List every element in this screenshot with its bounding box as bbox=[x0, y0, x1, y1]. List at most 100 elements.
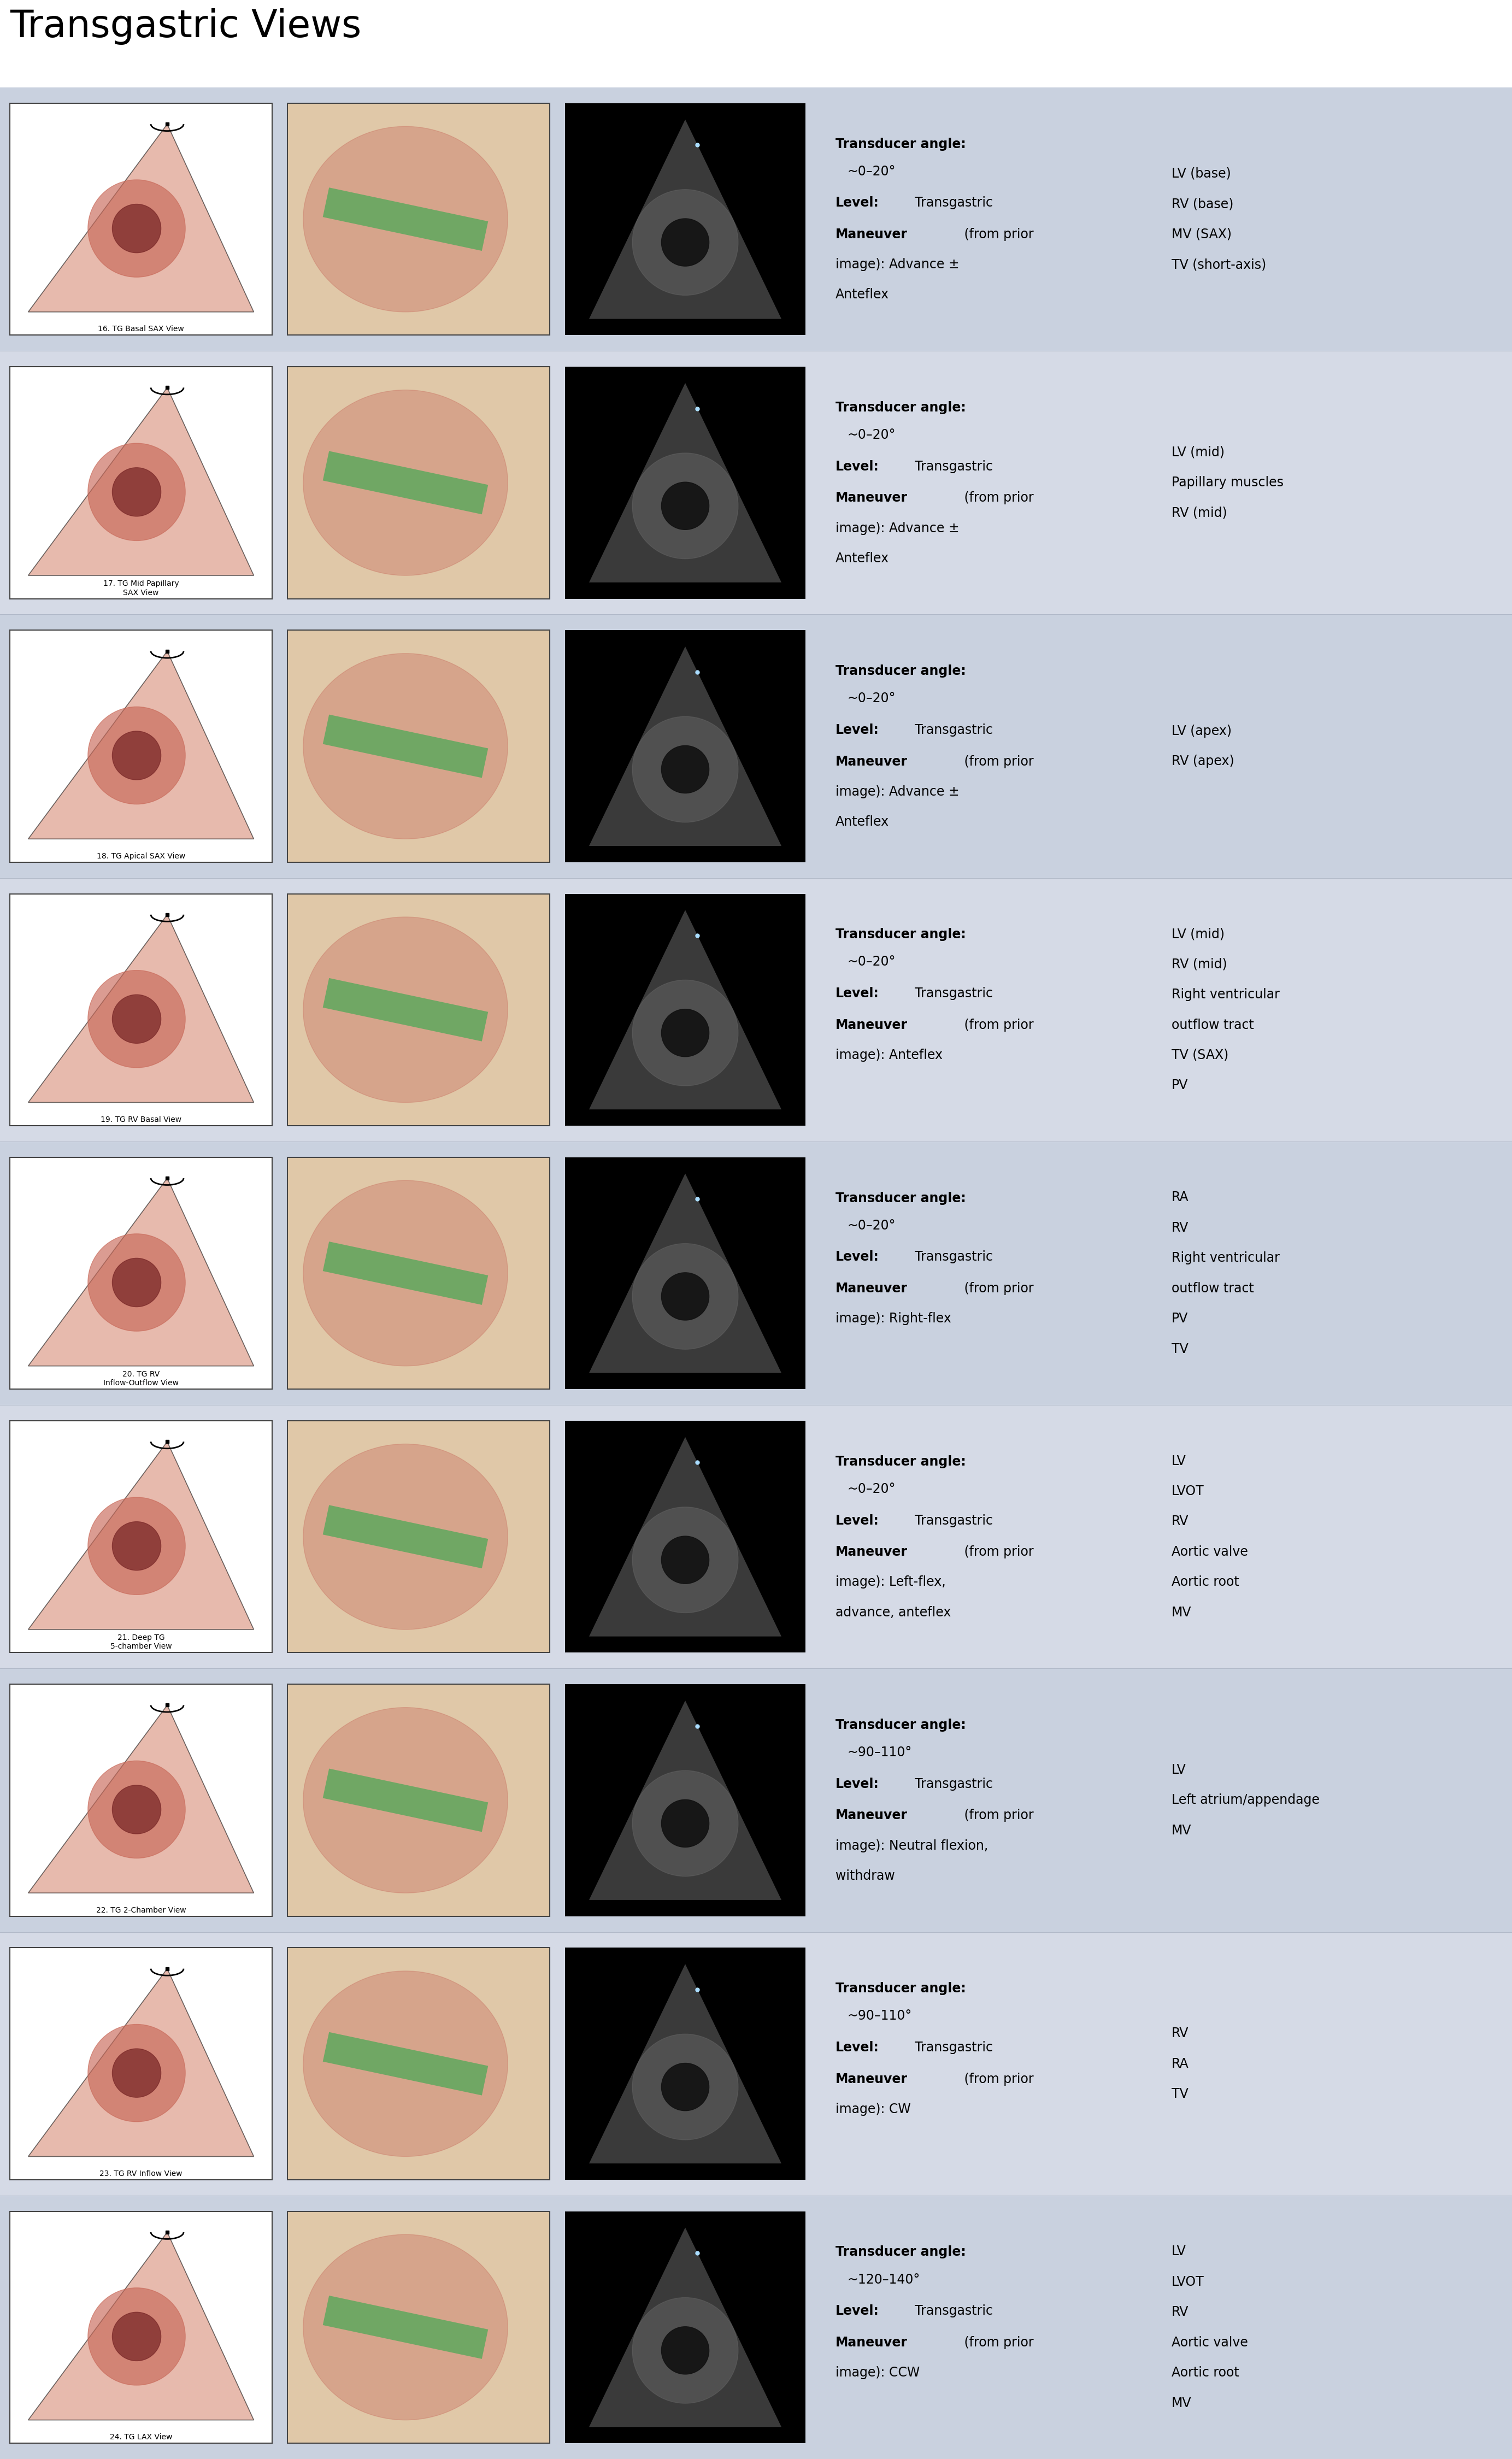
Bar bbox=[287, 1948, 550, 2179]
Bar bbox=[287, 1158, 550, 1389]
Text: Level:: Level: bbox=[836, 460, 878, 472]
Polygon shape bbox=[29, 652, 254, 839]
Circle shape bbox=[661, 1274, 709, 1320]
Text: ~0–20°: ~0–20° bbox=[848, 1220, 897, 1232]
Text: Anteflex: Anteflex bbox=[836, 816, 889, 829]
Circle shape bbox=[661, 2063, 709, 2110]
Text: image): CW: image): CW bbox=[836, 2102, 910, 2115]
Text: Right ventricular: Right ventricular bbox=[1172, 1252, 1279, 1264]
Text: LV (apex): LV (apex) bbox=[1172, 725, 1232, 738]
Text: RV (mid): RV (mid) bbox=[1172, 957, 1228, 971]
Circle shape bbox=[632, 189, 738, 295]
Circle shape bbox=[112, 204, 160, 253]
Circle shape bbox=[661, 1800, 709, 1847]
Polygon shape bbox=[590, 120, 782, 320]
Bar bbox=[11, 2211, 272, 2444]
Text: LVOT: LVOT bbox=[1172, 2275, 1204, 2289]
Ellipse shape bbox=[304, 1972, 508, 2157]
Text: Transducer angle:: Transducer angle: bbox=[836, 2245, 966, 2260]
Text: (from prior: (from prior bbox=[960, 229, 1034, 241]
Polygon shape bbox=[322, 2031, 488, 2095]
Text: (from prior: (from prior bbox=[960, 1810, 1034, 1822]
Text: (from prior: (from prior bbox=[960, 2073, 1034, 2085]
Bar bbox=[0, 1141, 1512, 1404]
Text: Transducer angle:: Transducer angle: bbox=[836, 664, 966, 679]
Text: Right ventricular: Right ventricular bbox=[1172, 989, 1279, 1001]
Text: outflow tract: outflow tract bbox=[1172, 1281, 1253, 1296]
Text: TV (short-axis): TV (short-axis) bbox=[1172, 258, 1266, 270]
Text: Maneuver: Maneuver bbox=[836, 492, 907, 504]
Text: RV: RV bbox=[1172, 1222, 1188, 1234]
Bar bbox=[287, 1421, 550, 1652]
Circle shape bbox=[88, 180, 186, 278]
Bar bbox=[0, 1404, 1512, 1670]
Text: Maneuver: Maneuver bbox=[836, 755, 907, 767]
Polygon shape bbox=[590, 1173, 782, 1372]
Text: Transgastric: Transgastric bbox=[915, 2304, 993, 2316]
Bar bbox=[0, 89, 1512, 352]
Polygon shape bbox=[29, 1970, 254, 2157]
Circle shape bbox=[632, 452, 738, 558]
Bar bbox=[565, 1684, 806, 1916]
Polygon shape bbox=[29, 123, 254, 312]
Circle shape bbox=[661, 2326, 709, 2375]
Circle shape bbox=[88, 1761, 186, 1859]
Text: ~90–110°: ~90–110° bbox=[848, 2009, 912, 2024]
Text: Maneuver: Maneuver bbox=[836, 2336, 907, 2348]
Bar bbox=[287, 103, 550, 334]
Bar bbox=[287, 366, 550, 598]
Text: advance, anteflex: advance, anteflex bbox=[836, 1606, 951, 1618]
Text: Maneuver: Maneuver bbox=[836, 1544, 907, 1559]
Bar bbox=[0, 1670, 1512, 1933]
Ellipse shape bbox=[304, 2235, 508, 2420]
Polygon shape bbox=[29, 1178, 254, 1365]
Polygon shape bbox=[590, 1436, 782, 1635]
Text: Level:: Level: bbox=[836, 986, 878, 1001]
Circle shape bbox=[88, 971, 186, 1067]
Text: (from prior: (from prior bbox=[960, 2336, 1034, 2348]
Text: Level:: Level: bbox=[836, 723, 878, 738]
Text: LV (mid): LV (mid) bbox=[1172, 445, 1225, 460]
Text: TV (SAX): TV (SAX) bbox=[1172, 1048, 1229, 1062]
Text: LV: LV bbox=[1172, 1453, 1187, 1468]
Text: (from prior: (from prior bbox=[960, 1018, 1034, 1033]
Text: ~0–20°: ~0–20° bbox=[848, 428, 897, 443]
Ellipse shape bbox=[304, 1707, 508, 1893]
Circle shape bbox=[112, 993, 160, 1043]
Circle shape bbox=[661, 482, 709, 529]
Bar bbox=[565, 1421, 806, 1652]
Text: LV: LV bbox=[1172, 1763, 1187, 1775]
Bar bbox=[565, 366, 806, 598]
Text: Level:: Level: bbox=[836, 1778, 878, 1790]
Text: Level:: Level: bbox=[836, 197, 878, 209]
Polygon shape bbox=[590, 384, 782, 583]
Circle shape bbox=[88, 2287, 186, 2385]
Circle shape bbox=[88, 443, 186, 541]
Text: (from prior: (from prior bbox=[960, 755, 1034, 767]
Bar bbox=[11, 1948, 272, 2179]
Circle shape bbox=[88, 1498, 186, 1596]
Text: MV: MV bbox=[1172, 1606, 1191, 1618]
Text: Transducer angle:: Transducer angle: bbox=[836, 1982, 966, 1994]
Text: Maneuver: Maneuver bbox=[836, 2073, 907, 2085]
Circle shape bbox=[632, 2297, 738, 2402]
Polygon shape bbox=[29, 915, 254, 1102]
Circle shape bbox=[88, 706, 186, 804]
Text: 24. TG LAX View: 24. TG LAX View bbox=[110, 2434, 172, 2442]
Polygon shape bbox=[29, 1441, 254, 1630]
Bar bbox=[0, 878, 1512, 1141]
Text: TV: TV bbox=[1172, 2088, 1188, 2100]
Text: image): Advance ±: image): Advance ± bbox=[836, 258, 959, 270]
Text: withdraw: withdraw bbox=[836, 1869, 895, 1884]
Text: image): Advance ±: image): Advance ± bbox=[836, 784, 959, 799]
Text: RA: RA bbox=[1172, 1190, 1188, 1205]
Text: RV (base): RV (base) bbox=[1172, 197, 1234, 211]
Circle shape bbox=[661, 1537, 709, 1584]
Polygon shape bbox=[322, 1242, 488, 1306]
Circle shape bbox=[632, 1507, 738, 1613]
Bar bbox=[11, 893, 272, 1126]
Polygon shape bbox=[322, 1505, 488, 1569]
Circle shape bbox=[632, 2034, 738, 2139]
Polygon shape bbox=[590, 1965, 782, 2164]
Text: outflow tract: outflow tract bbox=[1172, 1018, 1253, 1030]
